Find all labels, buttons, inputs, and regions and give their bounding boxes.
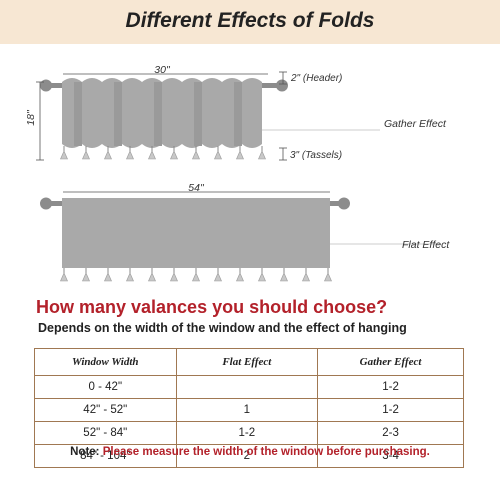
column-header-flat-effect: Flat Effect (175, 348, 319, 376)
gather-width-label: 30" (154, 64, 171, 76)
gather-effect-cell: 2-3 (317, 421, 464, 445)
flat-valance: 54" Flat Effect (40, 182, 450, 282)
gather-effect-cell: 1-2 (317, 398, 464, 422)
flat-effect-cell: 2 (175, 444, 319, 468)
tassel-icon (104, 146, 112, 160)
tassel-icon (236, 268, 244, 282)
tassel-icon (148, 268, 156, 282)
flat-rod-finial-left (40, 197, 52, 210)
flat-rod-finial-right (338, 197, 350, 210)
page-title: Different Effects of Folds (125, 9, 375, 32)
valance-count-question: How many valances you should choose? (36, 297, 388, 317)
tassel-icon (82, 146, 90, 160)
gather-effect-cell: 3-4 (317, 444, 464, 468)
window-width-cell: 0 - 42" (34, 375, 177, 399)
tassel-icon (126, 146, 134, 160)
tassel-icon (60, 146, 68, 160)
table-header-row: Window Width Flat Effect Gather Effect (34, 348, 464, 376)
gather-valance: 30" 18" 2" (Header) 3" (Tassels) (25, 64, 447, 161)
tassel-icon (104, 268, 112, 282)
flat-tassels (60, 268, 332, 282)
gather-effect-label: Gather Effect (384, 118, 447, 130)
flat-effect-cell: 1 (175, 398, 319, 422)
tassel-icon (280, 268, 288, 282)
tassel-icon (126, 268, 134, 282)
folds-diagram: 30" 18" 2" (Header) 3" (Tassels) (25, 64, 450, 282)
gather-height-label: 18" (25, 109, 37, 126)
valance-count-table: Window Width Flat Effect Gather Effect 0… (34, 348, 464, 468)
tassel-icon (170, 268, 178, 282)
gather-tassels (60, 146, 266, 160)
tassel-height-label: 3" (Tassels) (290, 150, 342, 161)
window-width-cell: 52" - 84" (34, 421, 177, 445)
flat-effect-cell: 1-2 (175, 421, 319, 445)
table-row: 84" - 104" 2 3-4 (34, 444, 464, 468)
window-width-cell: 42" - 52" (34, 398, 177, 422)
table-row: 42" - 52" 1 1-2 (34, 398, 464, 422)
column-header-window-width: Window Width (34, 348, 177, 376)
valance-count-subtitle: Depends on the width of the window and t… (38, 321, 407, 335)
tassel-icon (192, 268, 200, 282)
table-row: 0 - 42" 1-2 (34, 375, 464, 399)
gather-effect-cell: 1-2 (317, 375, 464, 399)
tassel-icon (60, 268, 68, 282)
title-banner: Different Effects of Folds (0, 0, 500, 44)
tassel-icon (170, 146, 178, 160)
tassel-icon (214, 146, 222, 160)
window-width-cell: 84" - 104" (34, 444, 177, 468)
tassel-icon (324, 268, 332, 282)
column-header-gather-effect: Gather Effect (317, 348, 464, 376)
tassel-icon (214, 268, 222, 282)
purchase-note: Note: Please measure the width of the wi… (0, 446, 500, 458)
tassel-icon (258, 146, 266, 160)
flat-width-label: 54" (188, 182, 205, 194)
flat-effect-cell (175, 375, 319, 399)
gather-rod-finial-left (40, 79, 52, 92)
note-text: Please measure the width of the window b… (102, 446, 430, 458)
tassel-icon (192, 146, 200, 160)
tassel-icon (236, 146, 244, 160)
tassel-icon (148, 146, 156, 160)
tassel-icon (258, 268, 266, 282)
note-label: Note: (70, 446, 100, 458)
gather-rod-finial-right (276, 79, 288, 92)
tassel-icon (82, 268, 90, 282)
table-row: 52" - 84" 1-2 2-3 (34, 421, 464, 445)
flat-effect-label: Flat Effect (402, 239, 450, 251)
header-height-label: 2" (Header) (290, 73, 342, 84)
tassel-icon (302, 268, 310, 282)
flat-fabric (62, 198, 330, 268)
gather-fold-shading (74, 82, 242, 146)
